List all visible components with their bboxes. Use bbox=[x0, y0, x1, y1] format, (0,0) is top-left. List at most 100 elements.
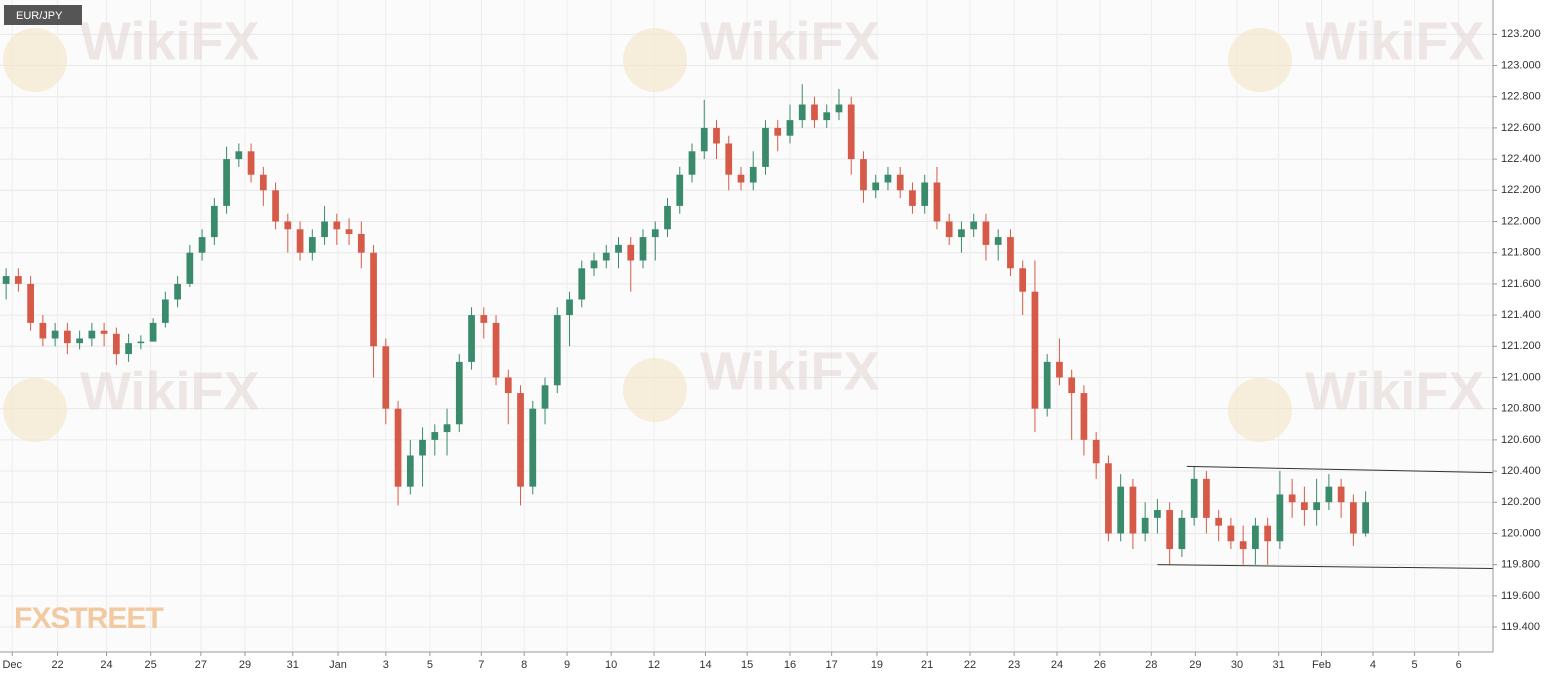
watermarks: WikiFX WikiFX WikiFX WikiFX WikiFX WikiFX bbox=[3, 11, 1485, 442]
candle-body bbox=[51, 330, 59, 339]
candle-body bbox=[823, 112, 831, 121]
candle-body bbox=[112, 333, 120, 355]
candle-body bbox=[431, 432, 439, 440]
candle-body bbox=[1043, 361, 1051, 409]
candle-body bbox=[1031, 291, 1039, 409]
candle-body bbox=[725, 143, 733, 175]
candles bbox=[2, 84, 1494, 570]
x-tick-label: 27 bbox=[195, 659, 207, 671]
candle-body bbox=[284, 221, 292, 230]
candle-body bbox=[223, 159, 230, 206]
candle-body bbox=[590, 260, 598, 269]
candle-body bbox=[884, 174, 892, 183]
x-tick-label: 6 bbox=[1456, 659, 1462, 671]
y-tick-label: 121.000 bbox=[1501, 371, 1541, 383]
candle-body bbox=[321, 221, 328, 238]
candle-body bbox=[762, 127, 769, 167]
candle-body bbox=[700, 127, 708, 152]
candle-body bbox=[713, 127, 720, 144]
candle-body bbox=[370, 252, 377, 347]
candle-body bbox=[517, 393, 524, 487]
candle-body bbox=[382, 346, 390, 409]
x-tick-label: 29 bbox=[239, 659, 251, 671]
y-tick-label: 121.200 bbox=[1501, 340, 1541, 352]
x-tick-label: 24 bbox=[100, 659, 112, 671]
candle-body bbox=[982, 221, 990, 245]
plot-area bbox=[0, 0, 1493, 652]
candle-body bbox=[737, 174, 745, 183]
candle-body bbox=[1337, 486, 1345, 503]
y-tick-label: 121.600 bbox=[1501, 278, 1541, 290]
y-tick-label: 120.800 bbox=[1501, 403, 1541, 415]
trendline bbox=[1157, 564, 1494, 570]
candle-body bbox=[615, 244, 622, 253]
watermark: WikiFX bbox=[80, 11, 260, 71]
candle-body bbox=[1056, 361, 1063, 378]
x-tick-label: 9 bbox=[564, 659, 570, 671]
x-tick-label: 31 bbox=[1273, 659, 1285, 671]
candle-body bbox=[970, 221, 978, 230]
logo: FXSTREET bbox=[14, 602, 163, 635]
candle-body bbox=[406, 455, 414, 487]
x-tick-label: 5 bbox=[427, 659, 433, 671]
candle-body bbox=[308, 237, 316, 253]
candle-body bbox=[786, 120, 794, 136]
candle-body bbox=[455, 361, 463, 425]
x-tick-label: 7 bbox=[478, 659, 484, 671]
candle-body bbox=[345, 229, 353, 234]
candle-body bbox=[247, 151, 255, 175]
candle-body bbox=[1019, 268, 1027, 292]
candle-body bbox=[1288, 494, 1296, 503]
y-tick-label: 122.000 bbox=[1501, 215, 1541, 227]
watermark: WikiFX bbox=[700, 11, 880, 71]
candle-body bbox=[88, 330, 96, 339]
y-tick-label: 122.400 bbox=[1501, 153, 1541, 165]
candle-body bbox=[394, 408, 402, 487]
candle-body bbox=[896, 174, 904, 191]
candle-body bbox=[1276, 494, 1284, 542]
candle-body bbox=[774, 127, 782, 136]
candle-body bbox=[492, 322, 500, 378]
candle-body bbox=[639, 237, 647, 261]
candle-body bbox=[627, 244, 635, 261]
candle-body bbox=[1080, 393, 1088, 440]
candle-body bbox=[529, 408, 537, 487]
y-tick-label: 120.600 bbox=[1501, 434, 1541, 446]
x-tick-label: 22 bbox=[964, 659, 976, 671]
y-tick-label: 122.200 bbox=[1501, 184, 1541, 196]
candle-body bbox=[872, 182, 880, 191]
candle-body bbox=[480, 315, 488, 323]
candle-body bbox=[945, 221, 953, 238]
candle-body bbox=[198, 237, 206, 253]
watermark-icon bbox=[1228, 28, 1292, 92]
watermark: WikiFX bbox=[80, 361, 260, 421]
candle-body bbox=[1068, 377, 1076, 394]
candle-body bbox=[566, 299, 573, 316]
x-tick-label: 5 bbox=[1412, 659, 1418, 671]
candle-body bbox=[161, 299, 169, 323]
candle-body bbox=[39, 322, 47, 339]
candle-body bbox=[333, 221, 341, 230]
candle-body bbox=[602, 252, 610, 261]
y-tick-label: 119.800 bbox=[1501, 559, 1540, 571]
candle-body bbox=[835, 104, 843, 113]
y-tick-label: 122.600 bbox=[1501, 122, 1541, 134]
title-box bbox=[4, 5, 82, 25]
x-tick-label: 19 bbox=[871, 659, 883, 671]
candle-body bbox=[1007, 237, 1014, 269]
candle-body bbox=[958, 229, 965, 238]
x-tick-label: 12 bbox=[648, 659, 660, 671]
watermark-icon bbox=[623, 28, 687, 92]
x-tick-label: 15 bbox=[741, 659, 753, 671]
x-tick-label: Jan bbox=[329, 659, 347, 671]
candle-body bbox=[27, 283, 34, 323]
x-tick-label: 26 bbox=[1094, 659, 1106, 671]
candle-body bbox=[1105, 463, 1112, 534]
y-tick-label: 121.400 bbox=[1501, 309, 1541, 321]
candle-body bbox=[676, 174, 684, 206]
candle-body bbox=[149, 322, 157, 342]
candle-body bbox=[860, 159, 867, 191]
candle-body bbox=[443, 424, 451, 433]
candle-body bbox=[1227, 525, 1235, 542]
